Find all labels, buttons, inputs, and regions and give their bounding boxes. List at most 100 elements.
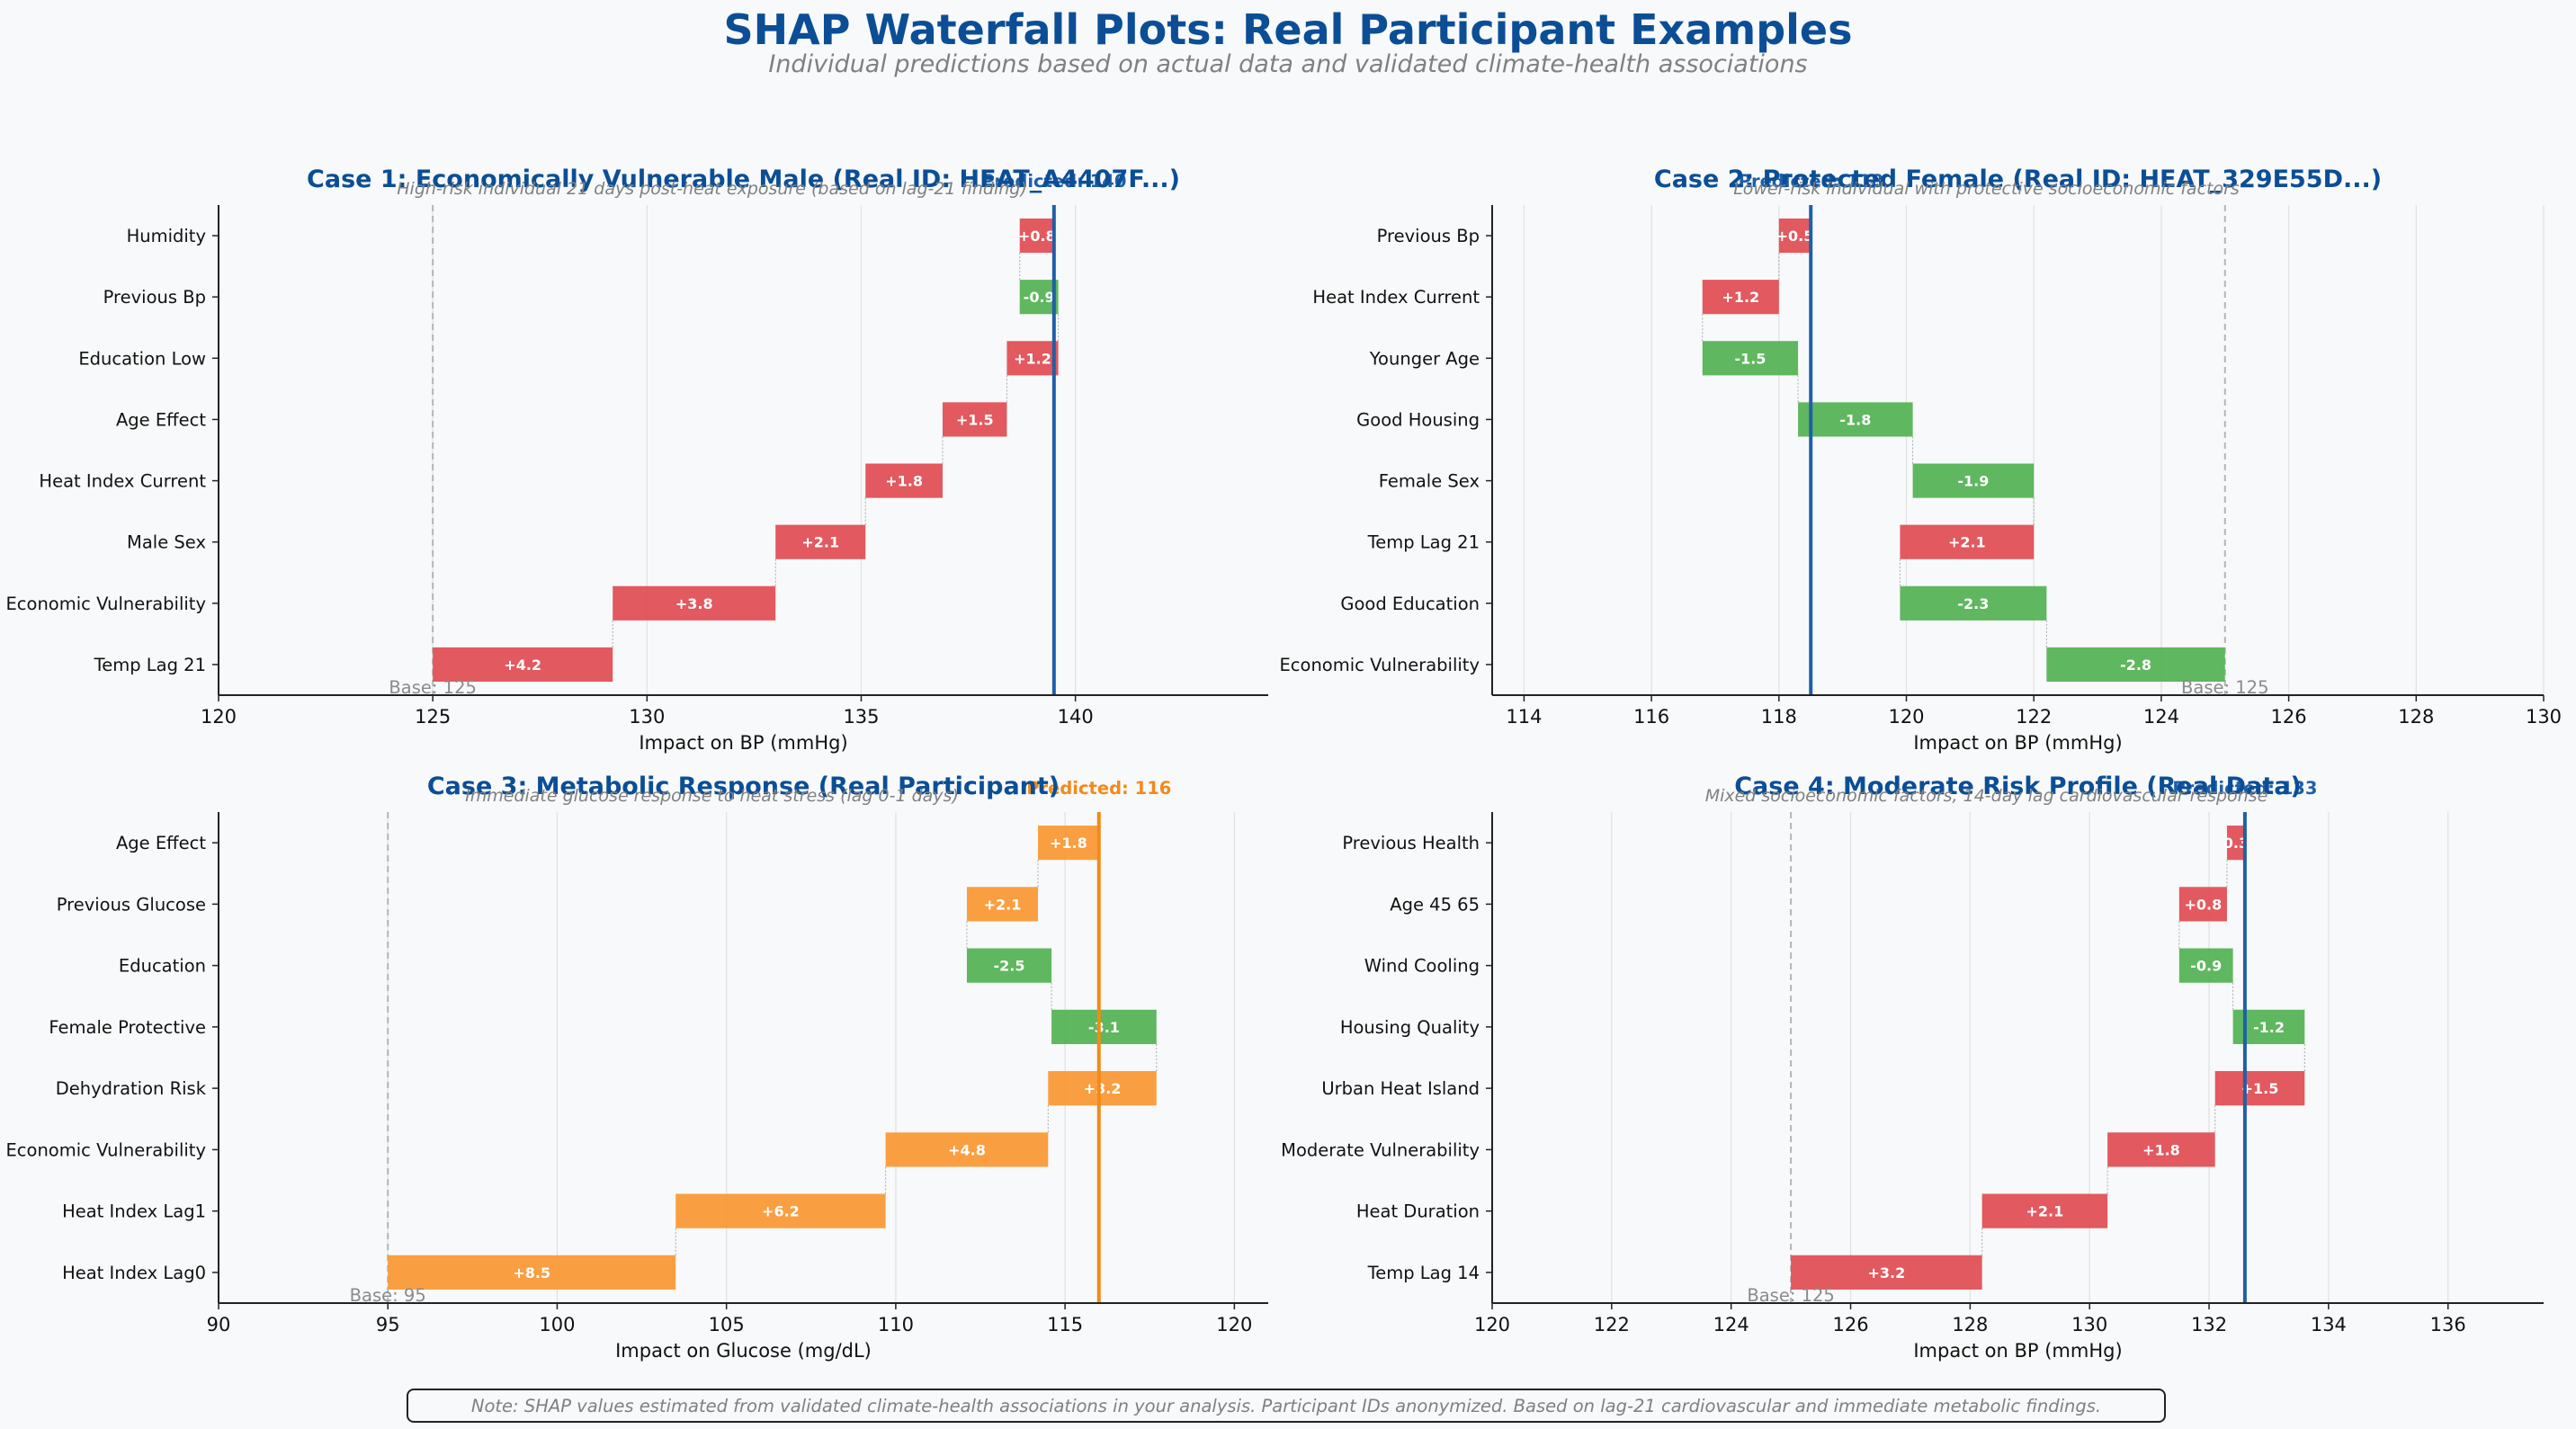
bar-value-label: +1.2 <box>1014 350 1051 367</box>
x-tick-label: 120 <box>201 706 237 728</box>
x-tick-label: 118 <box>1761 706 1797 728</box>
bar-value-label: -2.8 <box>2120 656 2151 674</box>
bar-value-label: +2.1 <box>984 896 1022 913</box>
x-tick-label: 125 <box>415 706 451 728</box>
y-tick-label: Heat Index Lag1 <box>62 1201 206 1222</box>
bar-value-label: +1.8 <box>2142 1141 2180 1158</box>
bar-value-label: +2.1 <box>2026 1203 2064 1220</box>
x-axis-label: Impact on BP (mmHg) <box>1913 1340 2122 1362</box>
chart-title: Case 2: Protected Female (Real ID: HEAT_… <box>1654 165 2382 193</box>
x-tick-label: 122 <box>1594 1314 1630 1335</box>
x-axis-label: Impact on BP (mmHg) <box>639 732 847 754</box>
x-tick-label: 136 <box>2430 1314 2466 1335</box>
chart-panel-3: +8.5 Heat Index Lag0 +6.2 Heat Index Lag1 +4… <box>5 773 1268 1362</box>
waterfall-bar <box>1900 585 2047 621</box>
bar-value-label: -0.9 <box>2190 958 2222 975</box>
y-tick-label: Age Effect <box>116 409 206 430</box>
waterfall-bar <box>1900 524 2035 559</box>
waterfall-bar <box>2214 1071 2305 1106</box>
chart-panel-4: +3.2 Temp Lag 14 +2.1 Heat Duration +1.8 Mode… <box>1281 773 2544 1362</box>
y-tick-label: Temp Lag 21 <box>94 655 206 675</box>
prediction-label: Predicted: 118 <box>1739 171 1883 192</box>
bar-value-label: +1.8 <box>1050 835 1087 852</box>
waterfall-bar <box>1798 402 1913 437</box>
waterfall-bar <box>2107 1132 2215 1167</box>
waterfall-bar <box>2226 826 2245 861</box>
bar-value-label: -1.2 <box>2253 1019 2285 1036</box>
y-tick-label: Wind Cooling <box>1364 956 1480 977</box>
y-tick-label: Previous Health <box>1342 833 1480 853</box>
y-tick-label: Housing Quality <box>1340 1017 1480 1038</box>
y-tick-label: Heat Index Current <box>1312 287 1480 308</box>
bar-value-label: -3.1 <box>1088 1019 1120 1036</box>
bar-value-label: +4.2 <box>504 656 541 674</box>
y-tick-label: Age 45 65 <box>1390 894 1480 915</box>
waterfall-bar <box>388 1255 676 1290</box>
bar-value-label: +0.5 <box>1776 228 1814 245</box>
base-label: Base: 125 <box>1747 1285 1834 1306</box>
bar-value-label: -0.9 <box>1024 289 1055 306</box>
waterfall-bar <box>2046 647 2225 683</box>
y-tick-label: Good Education <box>1340 594 1480 614</box>
x-axis-label: Impact on Glucose (mg/dL) <box>615 1340 872 1362</box>
x-tick-label: 130 <box>629 706 665 728</box>
x-axis-label: Impact on BP (mmHg) <box>1913 732 2122 754</box>
x-tick-label: 95 <box>376 1314 400 1335</box>
y-tick-label: Temp Lag 21 <box>1367 532 1480 553</box>
waterfall-bar <box>1981 1193 2108 1228</box>
y-tick-label: Good Housing <box>1356 409 1480 430</box>
y-tick-label: Urban Heat Island <box>1321 1078 1480 1099</box>
x-tick-label: 120 <box>1888 706 1924 728</box>
bar-value-label: 0.3 <box>2223 835 2249 852</box>
waterfall-bar <box>675 1193 886 1228</box>
base-label: Base: 95 <box>350 1285 426 1306</box>
x-tick-label: 140 <box>1058 706 1094 728</box>
bar-value-label: +8.5 <box>513 1264 550 1282</box>
y-tick-label: Male Sex <box>127 532 206 553</box>
page-title: SHAP Waterfall Plots: Real Participant E… <box>723 5 1853 54</box>
y-tick-label: Temp Lag 14 <box>1367 1263 1480 1283</box>
x-tick-label: 126 <box>1832 1314 1868 1335</box>
waterfall-bar <box>1702 341 1799 376</box>
x-tick-label: 132 <box>2191 1314 2227 1335</box>
x-tick-label: 126 <box>2271 706 2307 728</box>
x-tick-label: 128 <box>1952 1314 1988 1335</box>
waterfall-bar <box>1006 341 1059 376</box>
y-tick-label: Female Sex <box>1379 471 1480 492</box>
bar-value-label: +1.5 <box>956 411 994 428</box>
x-tick-label: 134 <box>2311 1314 2347 1335</box>
x-tick-label: 124 <box>2143 706 2179 728</box>
waterfall-bar <box>433 647 613 683</box>
x-tick-label: 100 <box>539 1314 575 1335</box>
chart-title: Case 1: Economically Vulnerable Male (Re… <box>307 165 1180 193</box>
x-tick-label: 120 <box>1216 1314 1252 1335</box>
y-tick-label: Moderate Vulnerability <box>1281 1139 1480 1160</box>
y-tick-label: Previous Bp <box>1377 226 1480 246</box>
bar-value-label: +1.2 <box>1722 289 1759 306</box>
bar-value-label: +1.5 <box>2241 1080 2279 1097</box>
waterfall-bar <box>1019 218 1054 254</box>
prediction-label: Predicted: 116 <box>1026 778 1171 799</box>
y-tick-label: Economic Vulnerability <box>5 1139 206 1160</box>
waterfall-bar <box>1051 1009 1157 1044</box>
bar-value-label: +3.2 <box>1868 1264 1906 1282</box>
chart-title: Case 3: Metabolic Response (Real Partici… <box>427 773 1060 800</box>
y-tick-label: Heat Index Current <box>39 471 206 492</box>
x-tick-label: 124 <box>1713 1314 1749 1335</box>
prediction-label: Predicted: 133 <box>2172 778 2317 799</box>
waterfall-bar <box>885 1132 1049 1167</box>
waterfall-bar <box>966 887 1039 922</box>
waterfall-bar <box>966 948 1052 983</box>
bar-value-label: +0.8 <box>1018 228 1056 245</box>
bar-value-label: +4.8 <box>948 1141 986 1158</box>
x-tick-label: 115 <box>1047 1314 1083 1335</box>
y-tick-label: Economic Vulnerability <box>5 594 206 614</box>
bar-value-label: -1.5 <box>1734 350 1766 367</box>
bar-value-label: -2.5 <box>994 958 1025 975</box>
chart-subtitle: Lower-risk individual with protective so… <box>1733 179 2240 199</box>
y-tick-label: Humidity <box>127 226 206 246</box>
waterfall-bar <box>613 585 776 621</box>
waterfall-bar <box>1912 463 2035 498</box>
chart-panel-2: -2.8 Economic Vulnerability -2.3 Good Educa… <box>1279 165 2562 754</box>
